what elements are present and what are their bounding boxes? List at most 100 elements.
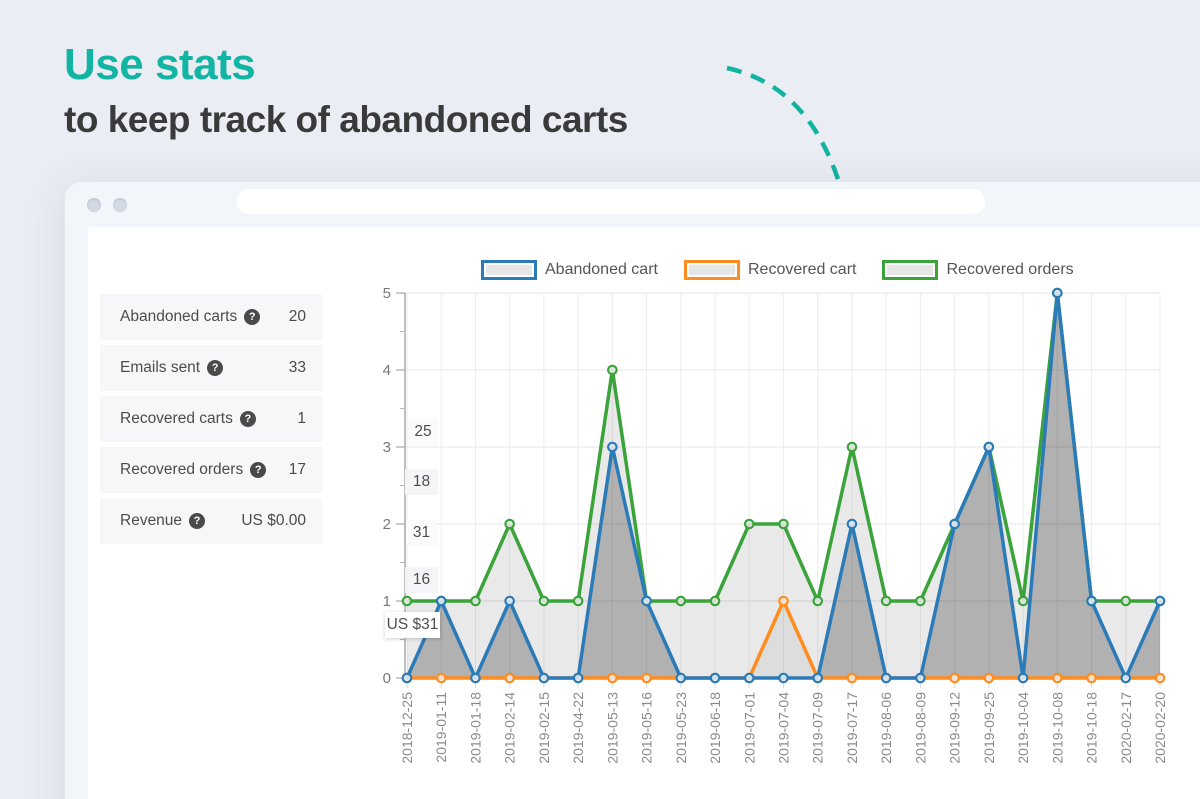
data-point[interactable] bbox=[572, 595, 584, 607]
page-title-rest: to keep track of abandoned carts bbox=[64, 98, 628, 140]
stat-value: 17 bbox=[288, 461, 306, 478]
data-point[interactable] bbox=[846, 441, 858, 453]
legend-swatch-icon bbox=[882, 260, 939, 280]
data-point[interactable] bbox=[675, 672, 687, 684]
help-icon[interactable]: ? bbox=[207, 360, 224, 376]
data-point[interactable] bbox=[778, 518, 789, 530]
line-chart: 0 1 2 3 4 5 2018-12-25 2019-01-11 2019-01-18 2019… bbox=[383, 285, 1168, 764]
data-point[interactable] bbox=[607, 672, 618, 684]
data-point[interactable] bbox=[1154, 595, 1166, 607]
x-tick-label: 2019-07-09 bbox=[810, 692, 826, 764]
y-tick-label: 5 bbox=[383, 285, 391, 302]
data-point[interactable] bbox=[1017, 672, 1029, 684]
data-point[interactable] bbox=[470, 672, 481, 684]
stat-value: US $0.00 bbox=[241, 512, 306, 529]
x-tick-label: 2019-05-13 bbox=[604, 692, 620, 764]
data-point[interactable] bbox=[983, 441, 995, 453]
x-tick-label: 2019-09-25 bbox=[981, 692, 997, 764]
data-point[interactable] bbox=[572, 672, 584, 684]
data-point[interactable] bbox=[504, 672, 515, 684]
data-point[interactable] bbox=[607, 364, 618, 376]
data-point[interactable] bbox=[778, 672, 789, 684]
data-point[interactable] bbox=[435, 595, 447, 607]
data-point[interactable] bbox=[743, 672, 755, 684]
address-bar[interactable] bbox=[237, 189, 985, 214]
data-point[interactable] bbox=[709, 672, 721, 684]
area-abandoned-cart bbox=[407, 293, 1160, 678]
data-point[interactable] bbox=[778, 595, 789, 607]
area-recovered-orders bbox=[407, 293, 1160, 678]
x-tick-label: 2018-12-25 bbox=[399, 692, 415, 764]
legend-item[interactable]: Recovered cart bbox=[683, 260, 856, 280]
help-icon[interactable]: ? bbox=[189, 513, 206, 529]
tooltip-value: 31 bbox=[406, 520, 437, 546]
data-point[interactable] bbox=[1086, 672, 1097, 684]
page-title-accent: Use stats bbox=[64, 40, 256, 89]
stat-row: Abandoned carts? 20 bbox=[100, 294, 322, 340]
data-point[interactable] bbox=[949, 518, 960, 530]
data-point[interactable] bbox=[401, 595, 413, 607]
stat-label: Abandoned carts bbox=[120, 308, 238, 325]
data-point[interactable] bbox=[504, 518, 515, 530]
legend-item[interactable]: Recovered orders bbox=[882, 260, 1074, 280]
data-point[interactable] bbox=[812, 672, 824, 684]
data-point[interactable] bbox=[504, 595, 515, 607]
help-icon[interactable]: ? bbox=[244, 309, 261, 325]
window-control-dot[interactable] bbox=[87, 198, 101, 212]
x-tick-label: 2019-01-11 bbox=[433, 692, 449, 763]
data-point[interactable] bbox=[1154, 672, 1166, 684]
stat-row: Revenue? US $0.00 bbox=[100, 498, 322, 544]
data-point[interactable] bbox=[743, 518, 755, 530]
data-point[interactable] bbox=[1120, 672, 1132, 684]
data-point[interactable] bbox=[846, 672, 858, 684]
data-point[interactable] bbox=[435, 672, 447, 684]
data-point[interactable] bbox=[538, 672, 550, 684]
stat-value: 1 bbox=[297, 410, 306, 427]
data-point[interactable] bbox=[1086, 595, 1097, 607]
stat-value: 20 bbox=[288, 308, 306, 325]
stat-label: Revenue bbox=[120, 512, 183, 529]
data-point[interactable] bbox=[983, 672, 995, 684]
data-point[interactable] bbox=[675, 595, 687, 607]
data-point[interactable] bbox=[880, 672, 892, 684]
x-tick-label: 2019-05-23 bbox=[673, 692, 689, 764]
stat-label: Recovered orders bbox=[120, 461, 244, 478]
data-point[interactable] bbox=[641, 672, 652, 684]
help-icon[interactable]: ? bbox=[239, 411, 256, 427]
data-point[interactable] bbox=[949, 672, 960, 684]
data-point[interactable] bbox=[470, 595, 481, 607]
data-point[interactable] bbox=[812, 595, 824, 607]
data-point[interactable] bbox=[607, 441, 618, 453]
tooltip-value: 18 bbox=[405, 469, 438, 495]
window-control-dot[interactable] bbox=[113, 198, 127, 212]
x-tick-label: 2019-02-15 bbox=[536, 692, 552, 764]
x-tick-label: 2019-10-08 bbox=[1049, 692, 1065, 764]
points-abandoned-cart[interactable] bbox=[401, 287, 1166, 684]
data-point[interactable] bbox=[846, 518, 858, 530]
legend-item[interactable]: Abandoned cart bbox=[481, 260, 658, 280]
legend-swatch-icon bbox=[683, 260, 740, 280]
legend-swatch-icon bbox=[481, 260, 537, 280]
data-point[interactable] bbox=[641, 595, 652, 607]
y-tick-label: 3 bbox=[383, 439, 391, 456]
data-point[interactable] bbox=[1120, 595, 1132, 607]
page-title: Use stats to keep track of abandoned car… bbox=[64, 40, 628, 143]
x-tick-label: 2019-07-04 bbox=[776, 692, 792, 764]
data-point[interactable] bbox=[709, 595, 721, 607]
tooltip-value: 16 bbox=[405, 567, 438, 593]
data-point[interactable] bbox=[915, 595, 926, 607]
data-point[interactable] bbox=[1017, 595, 1029, 607]
data-point[interactable] bbox=[1052, 672, 1063, 684]
help-icon[interactable]: ? bbox=[250, 462, 267, 478]
stat-row: Emails sent? 33 bbox=[100, 345, 322, 391]
data-point[interactable] bbox=[401, 672, 413, 684]
data-point[interactable] bbox=[1052, 287, 1063, 299]
tooltip-value: 25 bbox=[408, 419, 438, 445]
data-point[interactable] bbox=[880, 595, 892, 607]
data-point[interactable] bbox=[915, 672, 926, 684]
legend-label: Recovered orders bbox=[946, 261, 1074, 278]
x-tick-label: 2019-08-06 bbox=[878, 692, 894, 764]
y-tick-label: 4 bbox=[383, 362, 391, 379]
data-point[interactable] bbox=[538, 595, 550, 607]
